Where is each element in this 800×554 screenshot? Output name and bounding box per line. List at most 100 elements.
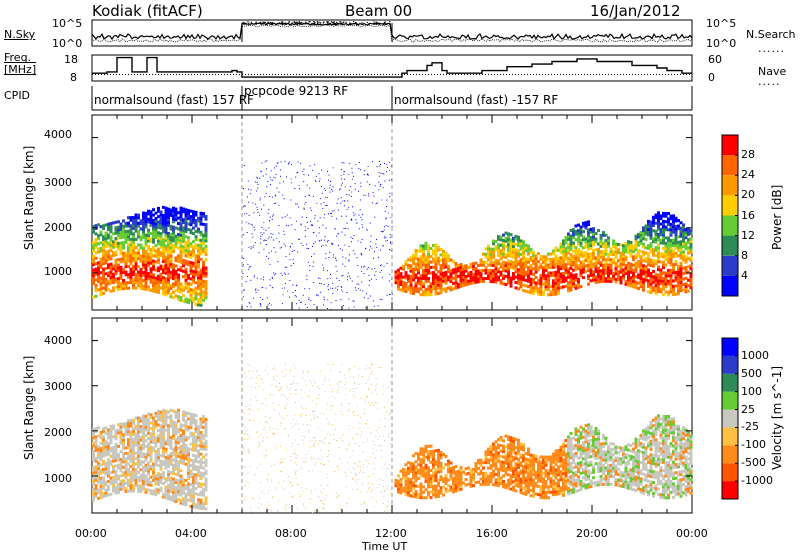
- power-noise-dot: [292, 292, 294, 294]
- power-echo: [164, 244, 168, 248]
- power-echo: [174, 272, 178, 276]
- power-echo: [169, 224, 173, 228]
- power-noise-dot: [356, 283, 358, 285]
- power-echo: [194, 297, 198, 301]
- velocity-echo: [449, 488, 453, 492]
- velocity-echo: [192, 462, 195, 466]
- velocity-echo: [149, 440, 153, 444]
- power-echo: [539, 274, 543, 278]
- power-echo: [679, 242, 683, 246]
- power-echo: [599, 242, 603, 246]
- power-echo: [182, 231, 185, 235]
- power-noise-dot: [350, 219, 352, 221]
- power-echo: [442, 263, 445, 267]
- power-echo: [134, 254, 138, 258]
- velocity-echo: [162, 482, 165, 485]
- power-noise-dot: [289, 280, 291, 281]
- velocity-echo: [189, 491, 193, 495]
- power-echo: [672, 219, 675, 223]
- power-echo: [102, 235, 105, 239]
- power-echo: [542, 258, 545, 261]
- velocity-echo: [199, 444, 203, 448]
- power-echo: [164, 258, 168, 262]
- velocity-echo: [194, 473, 198, 477]
- velocity-echo: [154, 444, 158, 448]
- power-echo: [577, 280, 580, 284]
- power-echo: [174, 294, 178, 298]
- power-echo: [549, 260, 553, 264]
- power-echo: [534, 254, 538, 258]
- power-echo: [562, 274, 565, 278]
- noise-dot: [296, 23, 298, 26]
- noise-dot: [323, 21, 325, 23]
- power-echo: [674, 273, 678, 277]
- power-echo: [149, 269, 153, 273]
- velocity-echo: [412, 492, 415, 496]
- velocity-echo: [122, 460, 125, 464]
- power-echo: [609, 252, 613, 256]
- power-echo: [579, 271, 583, 275]
- velocity-echo: [147, 466, 150, 470]
- power-noise-dot: [349, 163, 351, 165]
- power-echo: [97, 234, 100, 238]
- noise-dot: [355, 22, 358, 24]
- power-echo: [559, 242, 563, 246]
- velocity-echo: [164, 485, 168, 489]
- power-echo: [684, 233, 688, 237]
- power-echo: [429, 247, 433, 250]
- velocity-echo: [104, 426, 108, 430]
- power-echo: [512, 255, 515, 259]
- velocity-echo: [202, 455, 205, 459]
- power-echo: [409, 280, 413, 284]
- power-echo: [609, 269, 613, 273]
- velocity-echo: [134, 440, 138, 444]
- power-echo: [149, 237, 153, 241]
- noise-dot: [334, 22, 336, 25]
- power-echo: [542, 266, 545, 270]
- velocity-echo: [397, 474, 400, 478]
- velocity-echo: [174, 437, 178, 441]
- power-echo: [582, 254, 585, 258]
- velocity-echo: [189, 442, 193, 446]
- velocity-echo: [104, 467, 108, 471]
- power-echo: [592, 254, 595, 258]
- power-echo: [667, 212, 670, 215]
- power-noise-dot: [273, 176, 275, 178]
- power-noise-dot: [279, 182, 281, 184]
- velocity-echo: [157, 423, 160, 427]
- power-echo: [132, 224, 135, 228]
- power-echo: [147, 239, 150, 243]
- power-echo: [517, 268, 520, 272]
- power-echo: [417, 268, 420, 272]
- power-echo: [142, 252, 145, 256]
- power-echo: [404, 287, 408, 291]
- power-echo: [517, 252, 520, 256]
- power-echo: [144, 260, 148, 264]
- velocity-echo: [112, 481, 115, 485]
- velocity-echo: [177, 471, 180, 475]
- power-echo: [437, 286, 440, 290]
- power-echo: [497, 275, 500, 279]
- power-echo: [522, 270, 525, 273]
- power-echo: [604, 239, 608, 243]
- velocity-echo: [194, 459, 198, 463]
- power-echo: [547, 279, 550, 283]
- power-echo: [159, 251, 163, 255]
- power-echo: [527, 271, 530, 275]
- power-echo: [639, 282, 643, 286]
- power-echo: [109, 224, 113, 228]
- power-noise-dot: [327, 241, 328, 243]
- power-echo: [164, 263, 168, 267]
- power-echo: [432, 287, 435, 291]
- power-noise-dot: [285, 256, 287, 258]
- power-noise-dot: [282, 294, 284, 296]
- velocity-echo: [154, 457, 158, 461]
- power-echo: [152, 235, 155, 239]
- power-cbar-tick: 8: [741, 248, 748, 262]
- velocity-echo: [152, 435, 155, 439]
- power-echo: [669, 244, 673, 248]
- power-echo: [422, 244, 425, 248]
- power-echo: [572, 276, 575, 280]
- velocity-echo: [444, 490, 448, 494]
- power-echo: [179, 287, 183, 291]
